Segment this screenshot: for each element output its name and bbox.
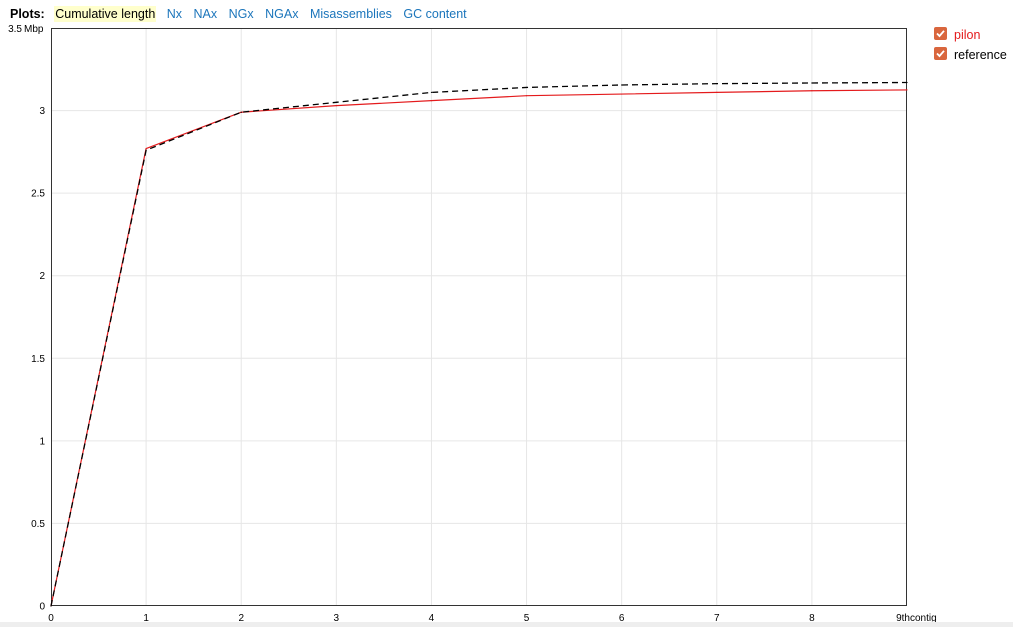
x-tick-label: 3: [334, 613, 340, 624]
y-tick-label: 3.5: [8, 24, 22, 35]
data-point-reference: [811, 82, 813, 84]
y-tick-label: 0.5: [31, 519, 45, 530]
data-point-pilon: [430, 100, 433, 102]
data-point-reference: [621, 84, 623, 86]
tab-nax[interactable]: NAx: [193, 7, 218, 21]
x-tick-label: 2: [238, 613, 244, 624]
legend-label-reference: reference: [954, 48, 1007, 62]
data-point-reference: [240, 111, 242, 113]
y-tick-label: 2.5: [31, 189, 45, 200]
plot-frame: [51, 28, 907, 606]
checkbox-checked-icon[interactable]: [934, 26, 947, 40]
y-tick-label: 0: [39, 602, 45, 613]
data-point-reference: [50, 605, 52, 607]
data-point-pilon: [145, 147, 147, 150]
tab-nx[interactable]: Nx: [166, 7, 183, 21]
x-tick-label: 4: [429, 613, 435, 624]
y-tick-label: 1: [39, 436, 45, 447]
x-tick-label: 7: [714, 613, 720, 624]
data-point-pilon: [621, 93, 623, 95]
tab-cumulative-length[interactable]: Cumulative length: [54, 6, 157, 22]
data-point-reference: [430, 91, 433, 94]
legend-label-pilon: pilon: [954, 28, 981, 42]
series-line-pilon: [50, 89, 908, 607]
checkbox-checked-icon[interactable]: [934, 46, 947, 60]
tab-misassemblies[interactable]: Misassemblies: [309, 7, 392, 21]
x-tick-label: 1: [143, 613, 149, 624]
tab-ngax[interactable]: NGAx: [265, 7, 299, 21]
series-line-reference: [50, 81, 908, 607]
data-point-pilon: [525, 95, 528, 97]
x-unit-label: contig: [910, 613, 937, 624]
legend-item-pilon[interactable]: pilon: [934, 25, 1007, 45]
y-tick-label: 1.5: [31, 354, 45, 365]
y-unit-label: Mbp: [24, 24, 44, 35]
data-point-pilon: [906, 89, 908, 91]
plots-label: Plots:: [10, 7, 45, 21]
legend-item-reference[interactable]: reference: [934, 45, 1007, 65]
bottom-scroll-strip: [0, 622, 1013, 627]
tab-gc-content[interactable]: GC content: [403, 7, 467, 21]
data-point-reference: [716, 83, 718, 85]
data-point-reference: [145, 149, 147, 151]
plots-tab-bar: Plots: Cumulative length Nx NAx NGx NGAx…: [10, 6, 474, 22]
y-tick-label: 3: [39, 106, 45, 117]
legend: pilon reference: [934, 25, 1007, 65]
data-point-pilon: [716, 91, 718, 94]
x-tick-label: 5: [524, 613, 530, 624]
data-point-reference: [525, 86, 528, 89]
data-point-pilon: [811, 90, 813, 92]
tab-ngx[interactable]: NGx: [228, 7, 254, 21]
x-tick-label: 9th: [896, 613, 910, 624]
data-point-pilon: [335, 105, 337, 107]
data-point-reference: [335, 101, 337, 103]
x-tick-label: 0: [48, 613, 54, 624]
x-tick-label: 8: [809, 613, 815, 624]
x-tick-label: 6: [619, 613, 625, 624]
y-tick-label: 2: [39, 271, 45, 282]
data-point-reference: [906, 81, 908, 84]
